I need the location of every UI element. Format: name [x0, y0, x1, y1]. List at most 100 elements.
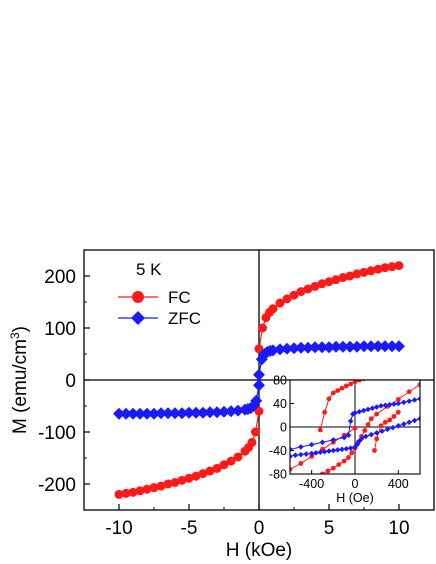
main-zfc-point — [141, 407, 153, 420]
main-y-axis-title: M (emu/cm3) — [8, 326, 31, 434]
main-fc-point — [233, 452, 243, 462]
main-zfc-point — [344, 340, 356, 353]
inset-fc-point — [341, 458, 347, 464]
inset-fc-point — [325, 468, 331, 474]
inset-zfc-point — [378, 403, 384, 409]
main-zfc-point — [253, 368, 265, 381]
inset-zfc-point — [317, 449, 324, 456]
inset-zfc-point — [400, 399, 407, 406]
main-fc-point — [254, 406, 264, 416]
legend-entry-zfc: ZFC — [118, 309, 201, 328]
main-fc-point — [303, 284, 313, 294]
inset-fc-point — [352, 425, 358, 431]
main-zfc-point — [372, 340, 384, 353]
inset-zfc-point — [347, 418, 354, 424]
inset-zfc-point — [347, 445, 354, 451]
inset-y-tick-label: 0 — [280, 421, 287, 435]
inset-fc-point — [317, 427, 323, 433]
main-fc-point — [268, 304, 278, 314]
inset-x-tick-label: -400 — [299, 477, 324, 491]
main-zfc-point — [323, 341, 335, 354]
inset-fc-point — [365, 422, 371, 428]
legend-zfc-label: ZFC — [168, 309, 201, 328]
main-zfc-point — [274, 343, 286, 356]
main-fc-point — [258, 323, 267, 333]
main-zfc-point — [127, 407, 139, 420]
inset-zfc-point — [334, 447, 341, 453]
main-fc-point — [380, 263, 390, 273]
inset-fc-point — [343, 383, 349, 389]
main-zfc-point — [295, 341, 307, 354]
inset-fc-point — [298, 461, 304, 466]
main-x-axis-title: H (kOe) — [226, 540, 293, 561]
main-zfc-point — [120, 407, 132, 420]
inset-zfc-point — [352, 410, 358, 416]
inset-zfc-point — [406, 398, 412, 404]
main-zfc-point — [211, 406, 223, 419]
inset-zfc-point — [360, 407, 367, 414]
main-fc-point — [251, 427, 260, 437]
main-zfc-point — [330, 340, 342, 353]
inset-zfc-point — [356, 408, 363, 415]
main-fc-point — [149, 483, 159, 493]
main-zfc-point — [197, 406, 209, 419]
main-zfc-point — [337, 340, 349, 353]
legend-fc-label: FC — [168, 288, 191, 307]
inset-fc-point — [309, 453, 315, 459]
main-fc-point — [205, 466, 215, 476]
inset-zfc-point — [395, 423, 402, 429]
inset-zfc-point — [365, 406, 371, 413]
main-zfc-point — [162, 407, 174, 420]
legend-zfc-marker — [131, 311, 145, 325]
main-zfc-point — [204, 406, 216, 419]
main-fc-point — [156, 481, 166, 491]
main-zfc-point — [379, 340, 391, 353]
inset-zfc-point — [319, 439, 326, 446]
main-legend: FC ZFC — [118, 288, 201, 328]
inset-zfc-point — [379, 428, 385, 434]
main-y-tick-label: -100 — [38, 423, 76, 444]
inset-y-tick-label: 80 — [273, 374, 287, 388]
inset-fc-point — [356, 380, 362, 383]
inset-fc-point — [335, 388, 341, 393]
main-zfc-point — [302, 341, 314, 354]
main-x-tick-label: -5 — [181, 518, 198, 539]
inset-zfc-point — [411, 417, 418, 424]
inset-y-tick-label: -80 — [269, 468, 287, 482]
inset-zfc-point — [303, 451, 310, 457]
main-y-axis-title-superscript: 3 — [8, 332, 22, 339]
inset-zfc-point — [369, 405, 376, 411]
legend-entry-fc: FC — [118, 288, 191, 307]
inset-zfc-point — [298, 444, 304, 450]
inset-fc-point — [378, 423, 384, 429]
inset-zfc-point — [290, 453, 293, 460]
inset-x-tick-label: 0 — [352, 477, 359, 491]
inset-fc-point — [348, 381, 354, 387]
main-zfc-point — [358, 340, 370, 353]
main-y-tick-label: -200 — [38, 475, 76, 496]
legend-fc-marker — [132, 291, 144, 303]
inset-fc-point — [372, 448, 377, 453]
inset-zfc-point — [386, 401, 393, 408]
inset-fc-point — [374, 411, 380, 417]
main-fc-point — [219, 460, 229, 470]
main-fc-point — [254, 344, 264, 354]
main-fc-point — [114, 489, 124, 499]
main-fc-point — [359, 267, 369, 277]
inset-fc-point — [320, 471, 325, 474]
inset-fc-point — [326, 396, 332, 402]
inset-zfc-point — [321, 448, 328, 455]
inset-zfc-point — [345, 432, 352, 439]
main-data-series — [113, 261, 405, 499]
inset-fc-point — [330, 465, 336, 471]
inset-zfc-point — [382, 402, 389, 409]
inset-zfc-point — [308, 441, 315, 448]
main-zfc-point — [309, 341, 321, 354]
main-fc-point — [387, 262, 397, 272]
main-zfc-point — [148, 407, 160, 420]
inset-zfc-point — [298, 451, 304, 458]
inset-zfc-point — [339, 446, 345, 453]
main-zfc-point — [155, 407, 167, 420]
main-fc-point — [338, 273, 348, 283]
